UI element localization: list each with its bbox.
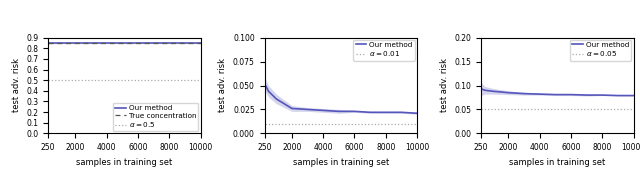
$\alpha = 0.5$ (40, 79, 48, 81)
Y-axis label: test adv. risk: test adv. risk (12, 58, 20, 113)
Our method (56, 42, 63, 44)
Our method (489, 90, 497, 92)
Our method (614, 95, 622, 97)
Our method (552, 94, 559, 96)
Our method (72, 42, 79, 44)
Line: Our method: Our method (264, 84, 417, 113)
Our method (118, 42, 126, 44)
$\alpha = 0.01$ (257, 123, 264, 125)
Our method (366, 111, 374, 113)
Y-axis label: test adv. risk: test adv. risk (440, 58, 449, 113)
X-axis label: samples in training set: samples in training set (76, 158, 172, 167)
Our method (520, 93, 528, 95)
Our method (150, 42, 157, 44)
$\alpha = 0.5$ (40, 79, 48, 81)
Our method (351, 110, 358, 112)
Legend: Our method, $\alpha = 0.01$: Our method, $\alpha = 0.01$ (353, 40, 415, 61)
Our method (165, 42, 173, 44)
Our method (335, 110, 342, 112)
Our method (477, 88, 485, 90)
Our method (273, 98, 280, 100)
Our method (536, 93, 543, 95)
True concentration (40, 42, 48, 44)
$\alpha = 0.05$ (474, 108, 481, 110)
True concentration (40, 42, 48, 44)
Our method (264, 90, 272, 92)
$\alpha = 0.01$ (257, 123, 264, 125)
Our method (181, 42, 189, 44)
Our method (319, 109, 327, 111)
Our method (87, 42, 95, 44)
Our method (103, 42, 111, 44)
Our method (304, 108, 312, 110)
Legend: Our method, True concentration, $\alpha = 0.5$: Our method, True concentration, $\alpha … (113, 103, 198, 131)
Y-axis label: test adv. risk: test adv. risk (218, 58, 227, 113)
Our method (630, 95, 637, 97)
Legend: Our method, $\alpha = 0.05$: Our method, $\alpha = 0.05$ (570, 40, 632, 61)
Our method (260, 83, 268, 85)
Our method (288, 107, 296, 109)
Our method (583, 94, 591, 96)
X-axis label: samples in training set: samples in training set (509, 158, 605, 167)
Our method (48, 42, 56, 44)
Our method (481, 89, 489, 91)
Our method (134, 42, 142, 44)
$\alpha = 0.05$ (474, 108, 481, 110)
Our method (397, 111, 405, 113)
Our method (413, 112, 421, 114)
Our method (567, 94, 575, 96)
Our method (598, 94, 606, 96)
Our method (44, 42, 52, 44)
Our method (504, 92, 512, 94)
Our method (382, 111, 390, 113)
X-axis label: samples in training set: samples in training set (292, 158, 389, 167)
Line: Our method: Our method (481, 89, 634, 96)
Our method (196, 42, 204, 44)
